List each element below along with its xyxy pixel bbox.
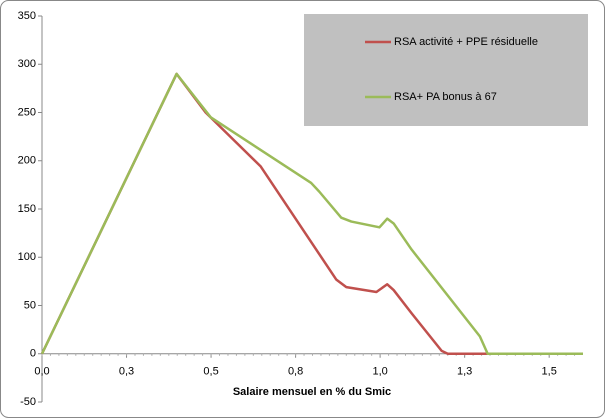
y-tick-label: 200 xyxy=(18,155,36,167)
x-tick-label: 0,8 xyxy=(288,366,303,378)
y-tick-label: 300 xyxy=(18,58,36,70)
legend-label: RSA activité + PPE résiduelle xyxy=(394,36,538,48)
y-tick-label: 50 xyxy=(24,299,36,311)
y-tick-label: 250 xyxy=(18,106,36,118)
x-tick-label: 1,3 xyxy=(457,366,472,378)
legend-box xyxy=(304,14,588,126)
x-tick-label: 1,0 xyxy=(372,366,387,378)
y-tick-label: -50 xyxy=(20,396,36,408)
x-axis-label: Salaire mensuel en % du Smic xyxy=(233,386,391,398)
y-tick-label: 150 xyxy=(18,203,36,215)
y-tick-label: 100 xyxy=(18,251,36,263)
x-tick-label: 0,3 xyxy=(119,366,134,378)
series-line xyxy=(40,72,583,355)
x-tick-label: 1,5 xyxy=(542,366,557,378)
x-tick-label: 0,5 xyxy=(203,366,218,378)
y-tick-label: 0 xyxy=(30,348,36,360)
y-tick-label: 350 xyxy=(18,10,36,22)
legend-label: RSA+ PA bonus à 67 xyxy=(394,91,497,103)
x-tick-label: 0,0 xyxy=(34,366,49,378)
